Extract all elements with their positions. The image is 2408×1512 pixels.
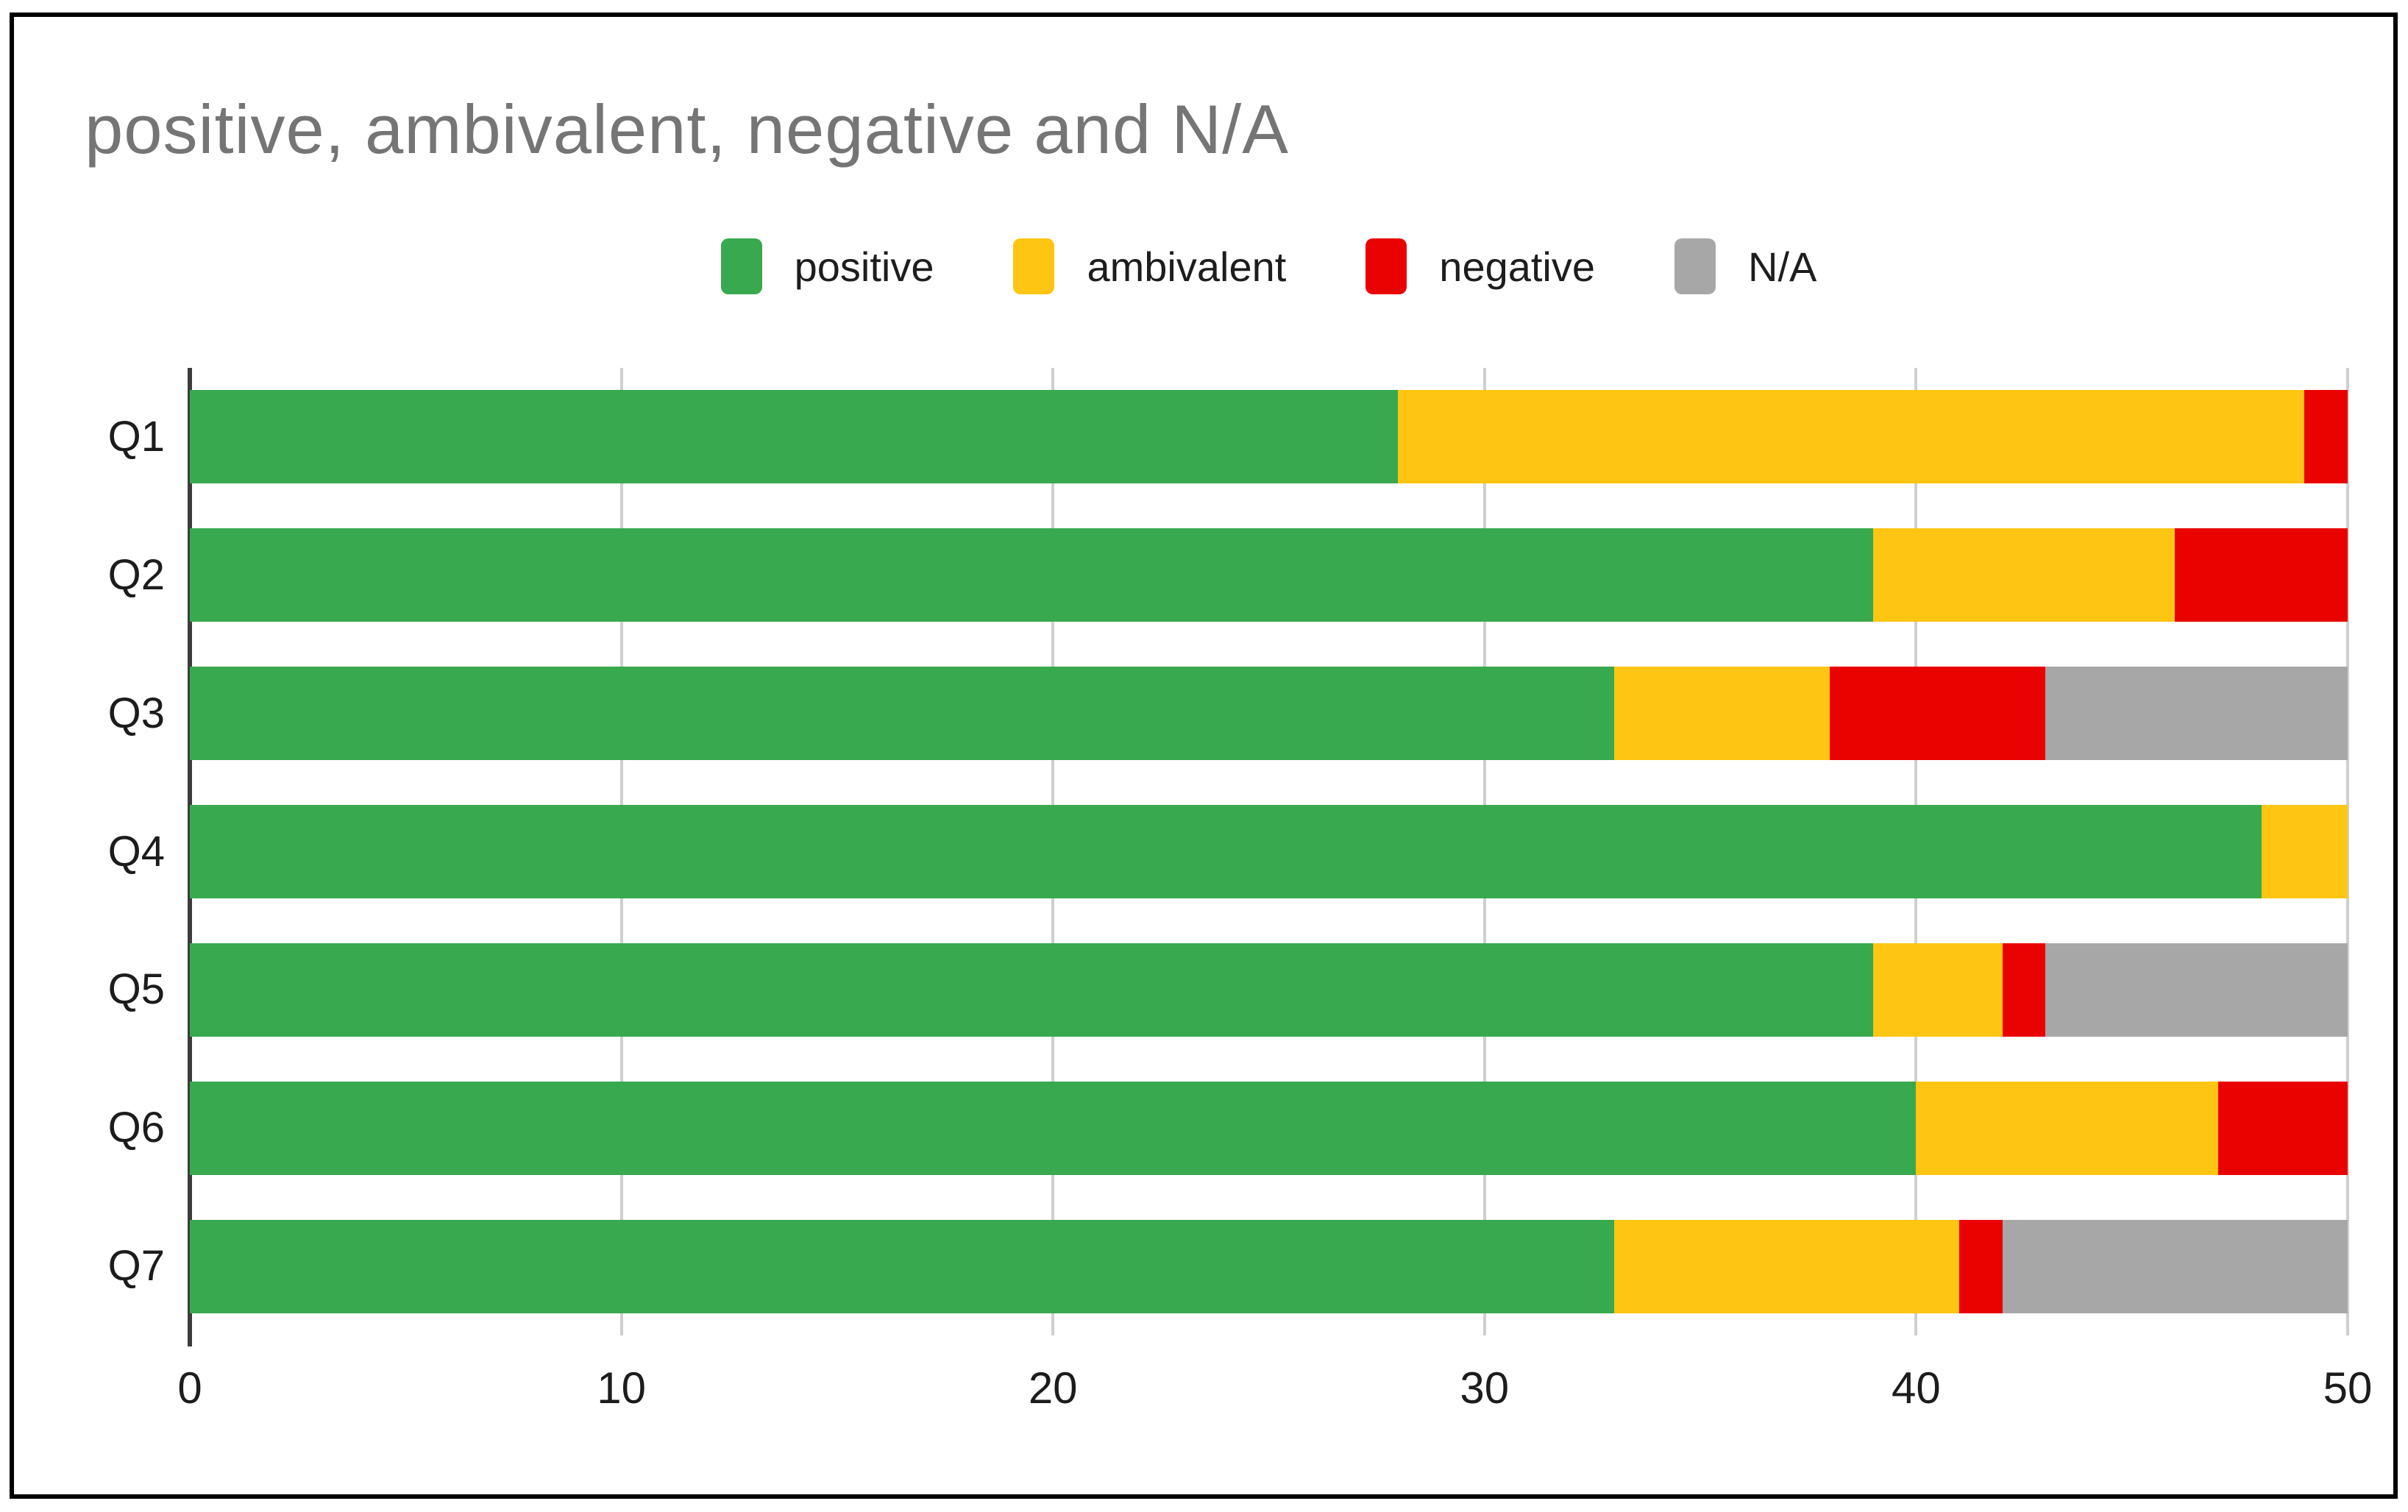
legend-item-na: N/A xyxy=(1674,238,1816,294)
bar-row-q4 xyxy=(190,805,2348,898)
bar-segment-q3-na xyxy=(2045,667,2348,761)
legend: positive ambivalent negative N/A xyxy=(190,235,2348,297)
bar-segment-q7-negative xyxy=(1959,1219,2003,1313)
bar-segment-q6-positive xyxy=(190,1081,1917,1175)
legend-label-ambivalent: ambivalent xyxy=(1087,243,1287,290)
bar-segment-q6-negative xyxy=(2218,1081,2348,1175)
bar-segment-q7-ambivalent xyxy=(1613,1219,1960,1313)
bar-row-q7 xyxy=(190,1219,2348,1313)
legend-item-positive: positive xyxy=(720,238,934,294)
gridline-50 xyxy=(2346,368,2349,1335)
legend-label-negative: negative xyxy=(1439,243,1596,290)
legend-label-positive: positive xyxy=(794,243,934,290)
bar-row-q2 xyxy=(190,528,2348,622)
bar-row-q6 xyxy=(190,1081,2348,1175)
legend-swatch-ambivalent-icon xyxy=(1013,238,1055,294)
category-label-q7: Q7 xyxy=(107,1242,165,1291)
plot-area: 0 10 20 30 40 50 xyxy=(177,368,2372,1413)
category-label-q4: Q4 xyxy=(107,827,165,876)
bar-segment-q1-ambivalent xyxy=(1398,390,2305,484)
category-label-q6: Q6 xyxy=(107,1104,165,1152)
bar-segment-q4-ambivalent xyxy=(2261,805,2348,898)
category-label-q5: Q5 xyxy=(107,965,165,1014)
bar-segment-q4-positive xyxy=(190,805,2262,898)
category-labels: Q1 Q2 Q3 Q4 Q5 Q6 Q7 xyxy=(0,368,165,1335)
legend-swatch-negative-icon xyxy=(1365,238,1407,294)
legend-label-na: N/A xyxy=(1748,243,1817,290)
legend-item-ambivalent: ambivalent xyxy=(1013,238,1286,294)
legend-swatch-na-icon xyxy=(1674,238,1716,294)
bar-segment-q2-negative xyxy=(2175,528,2348,622)
category-label-q2: Q2 xyxy=(107,550,165,599)
bar-row-q5 xyxy=(190,943,2348,1037)
category-label-q1: Q1 xyxy=(107,412,165,461)
category-label-q3: Q3 xyxy=(107,689,165,737)
x-tick-label-50: 50 xyxy=(2323,1363,2373,1413)
x-tick-label-20: 20 xyxy=(1028,1363,1078,1413)
bar-segment-q5-positive xyxy=(190,943,1873,1037)
bar-segment-q3-ambivalent xyxy=(1613,667,1830,761)
legend-item-negative: negative xyxy=(1365,238,1595,294)
bar-segment-q5-negative xyxy=(2002,943,2046,1037)
bar-segment-q6-ambivalent xyxy=(1916,1081,2218,1175)
bar-segment-q7-na xyxy=(2002,1219,2348,1313)
bar-segment-q1-negative xyxy=(2304,390,2348,484)
bar-segment-q3-positive xyxy=(190,667,1614,761)
x-tick-label-30: 30 xyxy=(1460,1363,1510,1413)
x-tick-label-0: 0 xyxy=(177,1363,202,1413)
bar-row-q1 xyxy=(190,390,2348,484)
bar-segment-q5-na xyxy=(2045,943,2348,1037)
bar-segment-q2-positive xyxy=(190,528,1873,622)
bar-segment-q7-positive xyxy=(190,1219,1614,1313)
x-tick-label-10: 10 xyxy=(597,1363,646,1413)
chart-title: positive, ambivalent, negative and N/A xyxy=(85,90,1289,168)
bar-segment-q5-ambivalent xyxy=(1872,943,2003,1037)
bar-segment-q1-positive xyxy=(190,390,1399,484)
x-tick-label-40: 40 xyxy=(1892,1363,1941,1413)
bar-segment-q2-ambivalent xyxy=(1872,528,2176,622)
bar-segment-q3-negative xyxy=(1830,667,2046,761)
bar-row-q3 xyxy=(190,667,2348,761)
legend-swatch-positive-icon xyxy=(720,238,762,294)
